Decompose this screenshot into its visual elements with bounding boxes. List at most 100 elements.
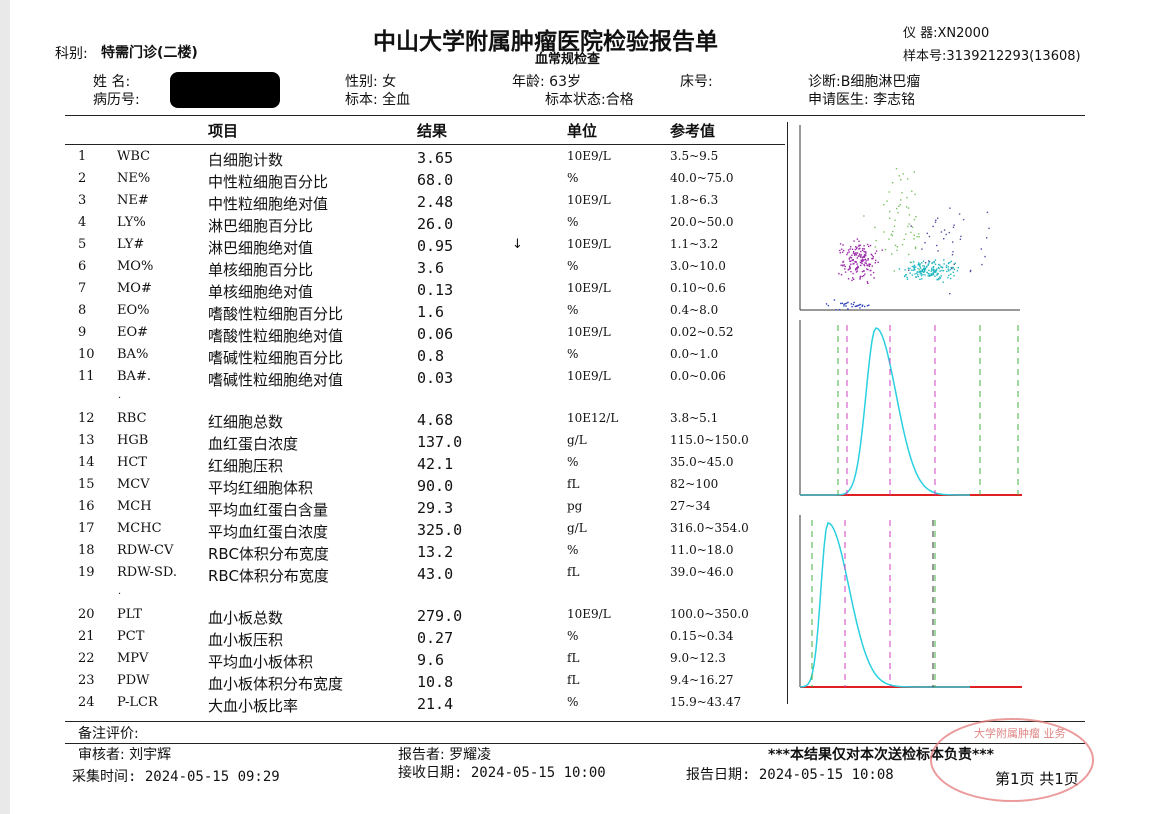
test-name: 平均血红蛋白浓度 <box>208 523 329 541</box>
report-subtitle: 血常规检查 <box>535 52 601 67</box>
scatter-point-monocyte <box>890 233 892 236</box>
scatter-point-debris <box>825 303 828 305</box>
test-code: NE# <box>117 193 149 208</box>
reference-range: 3.5~9.5 <box>670 149 719 163</box>
scatter-point-neutrophil <box>947 262 950 265</box>
test-unit: 10E9/L <box>567 193 611 207</box>
scatter-point-other <box>949 207 951 209</box>
table-row: 9 EO# 嗜酸性粒细胞绝对值 0.06 10E9/L 0.02~0.52 <box>0 323 790 345</box>
scatter-point-lymphocyte <box>852 277 854 279</box>
scatter-point-other <box>921 248 923 250</box>
test-code: MPV <box>117 651 149 666</box>
scatter-point-neutrophil <box>928 262 930 264</box>
scatter-point-neutrophil <box>936 278 938 281</box>
scatter-point-debris <box>851 306 853 308</box>
reference-range: 0.02~0.52 <box>670 325 734 339</box>
scatter-point-monocyte <box>892 182 894 184</box>
table-row: 12 RBC 红细胞总数 4.68 10E12/L 3.8~5.1 <box>0 409 790 431</box>
scatter-point-lymphocyte <box>875 250 878 252</box>
test-unit: pg <box>567 499 583 513</box>
table-row: 24 P-LCR 大血小板比率 21.4% 15.9~43.47 <box>0 693 790 715</box>
reference-range: 1.1~3.2 <box>670 237 719 251</box>
scatter-point-neutrophil <box>911 265 913 268</box>
scatter-point-lymphocyte <box>866 268 868 270</box>
scatter-point-neutrophil <box>940 275 942 277</box>
scatter-point-neutrophil <box>947 276 949 279</box>
row-number: 11 <box>78 369 95 384</box>
col-ref: 参考值 <box>670 122 716 140</box>
table-row: 4 LY% 淋巴细胞百分比 26.0% 20.0~50.0 <box>0 213 790 235</box>
row-number: 18 <box>78 543 95 558</box>
scatter-point-lymphocyte <box>840 264 842 266</box>
scatter-point-lymphocyte <box>849 266 851 268</box>
scatter-point-neutrophil <box>941 266 943 268</box>
scatter-point-debris <box>856 305 858 307</box>
scatter-point-lymphocyte <box>858 245 860 247</box>
scatter-point-neutrophil <box>923 267 925 269</box>
scatter-point-neutrophil <box>937 273 939 275</box>
sex: 性别: 女 <box>345 74 397 90</box>
scatter-point-other <box>969 270 972 273</box>
reference-range: 316.0~354.0 <box>670 521 749 535</box>
scatter-point-neutrophil <box>906 278 909 280</box>
scatter-point-monocyte <box>896 246 899 248</box>
scatter-point-lymphocyte <box>856 248 858 250</box>
reference-range: 0.15~0.34 <box>670 629 734 643</box>
scatter-point-lymphocyte <box>856 263 858 265</box>
table-row: 1 WBC 白细胞计数 3.65 10E9/L 3.5~9.5 <box>0 147 790 169</box>
scatter-point-lymphocyte <box>851 259 853 261</box>
scatter-point-other <box>951 254 954 256</box>
scatter-point-neutrophil <box>913 266 915 268</box>
scatter-point-lymphocyte <box>858 248 860 250</box>
test-unit: fL <box>567 565 580 579</box>
test-code: PLT <box>117 607 142 622</box>
scatter-point-neutrophil <box>909 267 911 270</box>
scatter-point-neutrophil <box>913 264 916 266</box>
scatter-point-lymphocyte <box>866 281 869 283</box>
scatter-point-lymphocyte <box>842 265 844 267</box>
row-number: 21 <box>78 629 95 644</box>
scatter-point-monocyte <box>914 246 917 248</box>
scatter-point-neutrophil <box>934 275 936 277</box>
scatter-point-lymphocyte <box>854 248 856 251</box>
scatter-point-neutrophil <box>953 275 955 277</box>
scatter-point-lymphocyte <box>855 260 857 263</box>
scatter-point-neutrophil <box>924 274 926 276</box>
scatter-point-lymphocyte <box>859 277 861 279</box>
scatter-point-neutrophil <box>912 269 915 271</box>
scatter-point-lymphocyte <box>856 238 859 240</box>
scatter-point-neutrophil <box>930 273 932 275</box>
scatter-point-debris <box>859 307 861 309</box>
scatter-point-debris <box>843 305 845 307</box>
scatter-point-debris <box>840 302 842 305</box>
scatter-point-neutrophil <box>956 270 959 272</box>
scatter-point-neutrophil <box>918 264 921 267</box>
scatter-point-monocyte <box>917 233 920 235</box>
scatter-point-neutrophil <box>920 273 923 275</box>
scatter-point-neutrophil <box>931 262 934 264</box>
test-result: 279.0 <box>417 607 463 625</box>
scatter-point-neutrophil <box>932 269 934 272</box>
scatter-point-neutrophil <box>930 274 932 276</box>
scatter-point-debris <box>847 308 849 310</box>
scatter-point-monocyte <box>888 191 890 193</box>
test-unit: 10E9/L <box>567 237 611 251</box>
department: 特需门诊(二楼) <box>101 45 198 61</box>
scatter-point-other <box>958 213 961 215</box>
scatter-point-other <box>926 232 928 235</box>
scatter-point-lymphocyte <box>864 262 866 264</box>
test-name: 嗜酸性粒细胞百分比 <box>208 305 344 323</box>
scatter-point-debris <box>861 304 864 306</box>
scatter-point-neutrophil <box>934 259 937 261</box>
scatter-point-neutrophil <box>927 275 929 277</box>
scatter-point-neutrophil <box>954 262 956 264</box>
department-label: 科别: <box>55 46 88 62</box>
test-result: 43.0 <box>417 565 454 583</box>
scatter-point-neutrophil <box>919 265 921 268</box>
row-number: 15 <box>78 477 95 492</box>
test-result: 3.65 <box>417 149 454 167</box>
test-name: 嗜碱性粒细胞绝对值 <box>208 371 344 389</box>
test-name: RBC体积分布宽度 <box>208 567 329 585</box>
test-name: 淋巴细胞绝对值 <box>208 239 314 257</box>
row-number: 19 <box>78 565 95 580</box>
